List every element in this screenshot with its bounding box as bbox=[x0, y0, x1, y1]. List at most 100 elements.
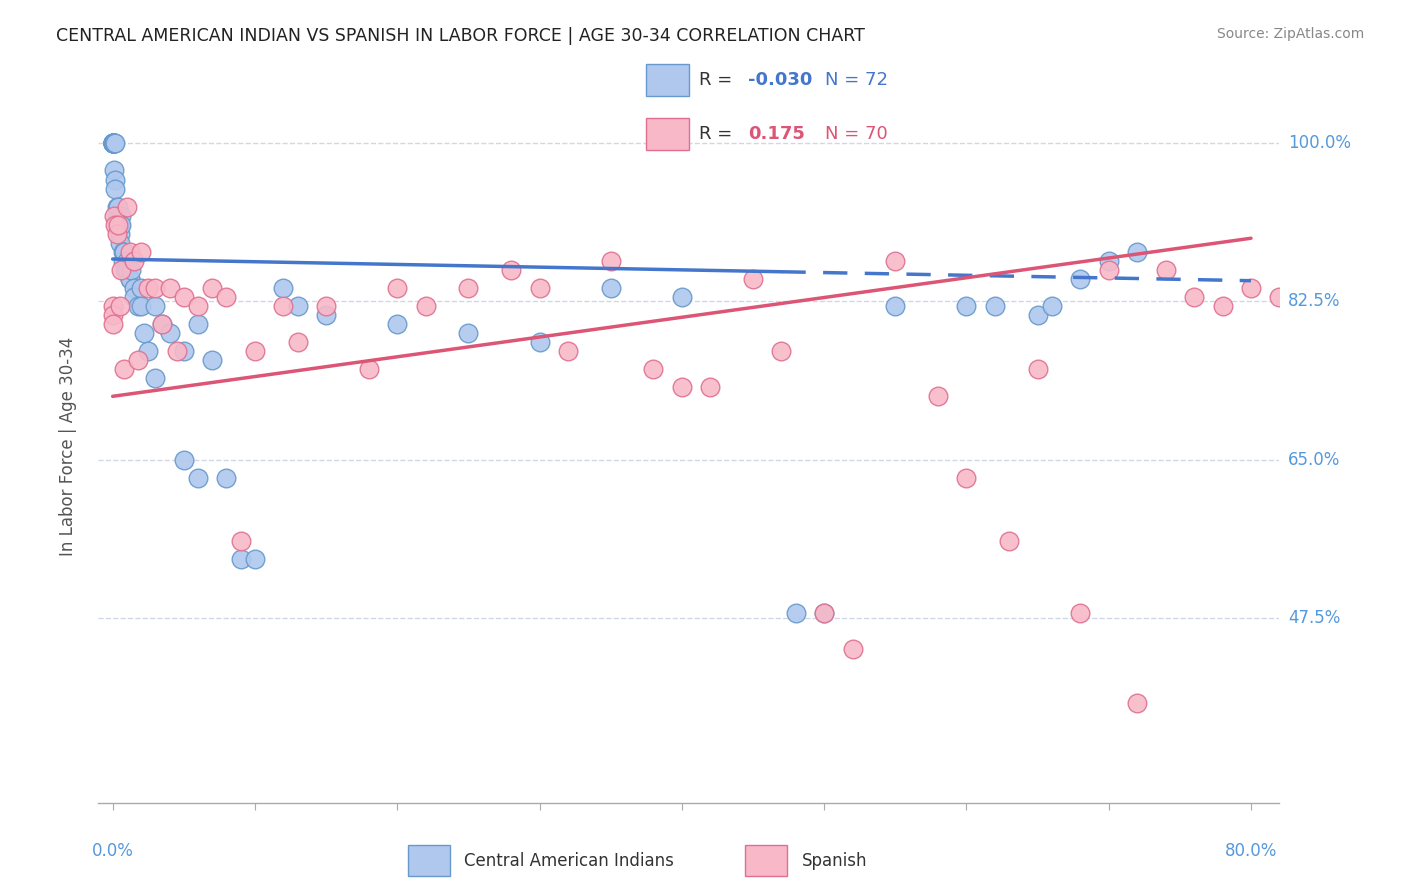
Point bbox=[122, 290, 145, 304]
Point bbox=[315, 299, 337, 313]
Point bbox=[215, 290, 238, 304]
Point bbox=[105, 209, 128, 223]
Point bbox=[813, 606, 835, 620]
Point bbox=[104, 218, 127, 232]
Point bbox=[699, 380, 721, 394]
Point bbox=[884, 299, 907, 313]
Point bbox=[105, 227, 128, 241]
Text: 100.0%: 100.0% bbox=[1288, 135, 1351, 153]
Point bbox=[1354, 263, 1376, 277]
Point bbox=[173, 290, 195, 304]
Text: 82.5%: 82.5% bbox=[1288, 293, 1340, 310]
Point bbox=[129, 244, 152, 259]
Point bbox=[243, 344, 266, 359]
Point bbox=[187, 317, 209, 331]
Point bbox=[215, 470, 238, 484]
Point bbox=[159, 326, 181, 340]
Point bbox=[557, 344, 579, 359]
Point bbox=[884, 253, 907, 268]
Point bbox=[110, 209, 132, 223]
Point bbox=[415, 299, 437, 313]
Bar bbox=[645, 118, 689, 150]
Point bbox=[457, 326, 479, 340]
Point bbox=[229, 533, 252, 548]
Point bbox=[499, 263, 522, 277]
Point bbox=[387, 281, 409, 295]
Point bbox=[101, 136, 124, 151]
Point bbox=[357, 362, 380, 376]
Point bbox=[105, 200, 128, 214]
Point bbox=[1040, 299, 1063, 313]
Text: CENTRAL AMERICAN INDIAN VS SPANISH IN LABOR FORCE | AGE 30-34 CORRELATION CHART: CENTRAL AMERICAN INDIAN VS SPANISH IN LA… bbox=[56, 27, 865, 45]
Point bbox=[108, 218, 131, 232]
Point bbox=[120, 263, 142, 277]
Point bbox=[143, 281, 166, 295]
Point bbox=[103, 136, 125, 151]
Point bbox=[108, 299, 131, 313]
Point bbox=[770, 344, 793, 359]
Point bbox=[671, 380, 693, 394]
Point bbox=[118, 272, 141, 286]
Point bbox=[108, 227, 131, 241]
Point bbox=[187, 299, 209, 313]
Point bbox=[955, 299, 977, 313]
Point bbox=[1182, 290, 1205, 304]
Point bbox=[1154, 263, 1177, 277]
Point bbox=[103, 209, 125, 223]
Point bbox=[287, 299, 309, 313]
Text: R =: R = bbox=[699, 71, 731, 89]
Point bbox=[101, 299, 124, 313]
Point bbox=[1098, 263, 1121, 277]
Point bbox=[122, 253, 145, 268]
Point bbox=[173, 452, 195, 467]
Point bbox=[103, 136, 125, 151]
Point bbox=[103, 163, 125, 178]
Point bbox=[101, 136, 124, 151]
Point bbox=[1268, 290, 1291, 304]
Point bbox=[273, 299, 295, 313]
Bar bbox=[408, 846, 450, 876]
Point bbox=[1126, 244, 1149, 259]
Point bbox=[785, 606, 807, 620]
Point bbox=[243, 552, 266, 566]
Text: -0.030: -0.030 bbox=[748, 71, 813, 89]
Text: 0.175: 0.175 bbox=[748, 125, 804, 143]
Bar bbox=[645, 64, 689, 96]
Text: 80.0%: 80.0% bbox=[1225, 842, 1277, 860]
Point bbox=[101, 136, 124, 151]
Point bbox=[201, 281, 224, 295]
Point bbox=[115, 263, 138, 277]
Y-axis label: In Labor Force | Age 30-34: In Labor Force | Age 30-34 bbox=[59, 336, 77, 556]
Point bbox=[1310, 272, 1333, 286]
Point bbox=[813, 606, 835, 620]
Point bbox=[127, 353, 149, 368]
Point bbox=[1026, 308, 1049, 322]
Point bbox=[104, 172, 127, 186]
Point bbox=[1026, 362, 1049, 376]
Point bbox=[159, 281, 181, 295]
Point bbox=[1126, 697, 1149, 711]
Point bbox=[107, 200, 129, 214]
Point bbox=[118, 244, 141, 259]
Point bbox=[166, 344, 188, 359]
Point bbox=[101, 136, 124, 151]
Text: N = 72: N = 72 bbox=[825, 71, 889, 89]
Point bbox=[101, 136, 124, 151]
Point bbox=[111, 244, 134, 259]
Point bbox=[127, 299, 149, 313]
Point bbox=[129, 299, 152, 313]
Point bbox=[101, 317, 124, 331]
Point bbox=[122, 281, 145, 295]
Point bbox=[742, 272, 765, 286]
Point bbox=[955, 470, 977, 484]
Point bbox=[152, 317, 174, 331]
Point bbox=[104, 136, 127, 151]
Point bbox=[1069, 606, 1091, 620]
Point bbox=[187, 470, 209, 484]
Point bbox=[457, 281, 479, 295]
Point bbox=[173, 344, 195, 359]
Point bbox=[1098, 253, 1121, 268]
Point bbox=[998, 533, 1021, 548]
Point bbox=[110, 218, 132, 232]
Point bbox=[201, 353, 224, 368]
